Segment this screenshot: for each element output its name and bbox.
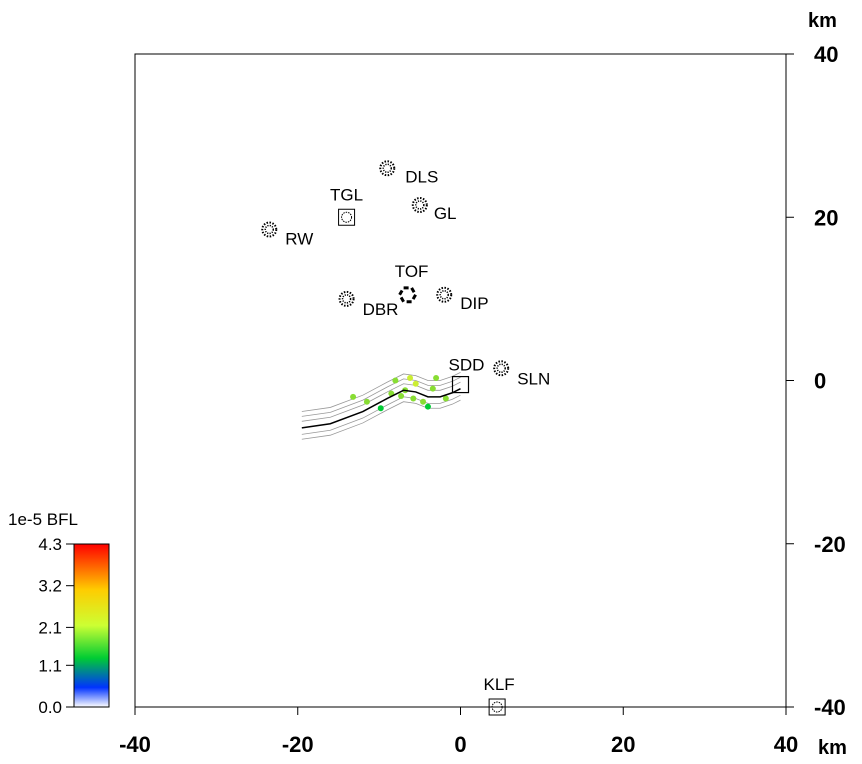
site-label: DLS [405, 167, 438, 186]
dotted-circle-icon [338, 290, 355, 307]
deposition-point [412, 380, 419, 387]
site-label: SDD [449, 356, 485, 375]
site-marker: TOF [395, 262, 429, 304]
legend-tick-label: 4.3 [38, 535, 62, 554]
legend-tick-label: 3.2 [38, 577, 62, 596]
x-tick-label: -20 [282, 732, 314, 757]
dotted-circle-icon [261, 221, 278, 238]
site-label: DIP [460, 294, 488, 313]
x-tick-label: 40 [774, 732, 798, 757]
dotted-circle-icon [439, 290, 449, 300]
site-marker: DIP [436, 286, 489, 313]
dotted-circle-icon [436, 286, 453, 303]
legend-tick-label: 1.1 [38, 656, 62, 675]
site-marker: DLS [379, 160, 438, 186]
deposition-point [363, 398, 370, 405]
y-tick-label: 40 [814, 42, 838, 67]
site-marker: RW [261, 221, 313, 248]
site-marker: TGL [330, 185, 363, 226]
legend-tick-label: 2.1 [38, 618, 62, 637]
square-icon [451, 375, 470, 394]
legend-ticks: 4.3 3.2 2.1 1.1 0.0 [38, 535, 74, 717]
hexagon-icon [397, 286, 418, 304]
y-tick-label: 20 [814, 205, 838, 230]
site-marker: SDD [449, 356, 485, 394]
x-axis-unit: km [818, 737, 847, 759]
deposition-markers [350, 375, 449, 412]
dotted-circle-icon [415, 200, 425, 210]
deposition-point [350, 393, 357, 400]
deposition-point [442, 395, 449, 402]
square-icon [338, 208, 356, 226]
y-axis-unit: km [808, 10, 837, 32]
deposition-point [433, 375, 440, 382]
site-label: GL [434, 204, 457, 223]
isoline [301, 371, 461, 412]
legend-color-bar [73, 543, 110, 708]
isoline [301, 399, 461, 440]
site-label: TGL [330, 185, 363, 204]
site-marker: KLF [484, 675, 515, 716]
site-label: RW [285, 229, 313, 248]
color-legend: 1e-5 BFL 4.3 3.2 2.1 1.1 0.0 [8, 510, 110, 717]
deposition-point [377, 405, 384, 412]
site-marker: GL [411, 197, 457, 223]
dotted-circle-icon [379, 160, 396, 177]
square-icon [488, 698, 506, 716]
site-label: SLN [517, 369, 550, 388]
site-marker: DBR [338, 290, 399, 319]
dotted-circle-icon [382, 163, 393, 174]
deposition-point [407, 375, 414, 382]
isoline [301, 381, 461, 422]
site-label: DBR [363, 300, 399, 319]
x-tick-label: -40 [119, 732, 151, 757]
dotted-circle-icon [341, 294, 352, 304]
deposition-point [424, 403, 431, 410]
deposition-point [398, 393, 405, 400]
legend-tick-label: 0.0 [38, 698, 62, 717]
site-label: TOF [395, 262, 429, 281]
deposition-point [410, 395, 417, 402]
dotted-circle-icon [493, 360, 510, 377]
circle-icon [341, 211, 353, 223]
y-axis: 40 20 0 -20 -40 [786, 42, 846, 720]
deposition-point [392, 377, 399, 384]
y-tick-label: 0 [814, 369, 826, 394]
dotted-circle-icon [496, 363, 506, 374]
x-tick-label: 0 [454, 732, 466, 757]
dotted-circle-icon [411, 197, 428, 214]
deposition-point [429, 385, 436, 392]
x-tick-label: 20 [611, 732, 635, 757]
deposition-point [420, 398, 427, 405]
site-markers: DLS TGL GL RW TOF DBR DIP SDD SLN KLF [261, 160, 550, 716]
x-axis: -40 -20 0 20 40 [119, 707, 798, 757]
site-label: KLF [484, 675, 515, 694]
legend-title: 1e-5 BFL [8, 510, 78, 529]
map-frame [134, 53, 787, 708]
y-tick-label: -20 [814, 532, 846, 557]
circle-icon [491, 701, 503, 713]
site-marker: SLN [493, 360, 550, 388]
y-tick-label: -40 [814, 695, 846, 720]
source-track-line [301, 387, 461, 429]
dotted-circle-icon [264, 224, 275, 235]
